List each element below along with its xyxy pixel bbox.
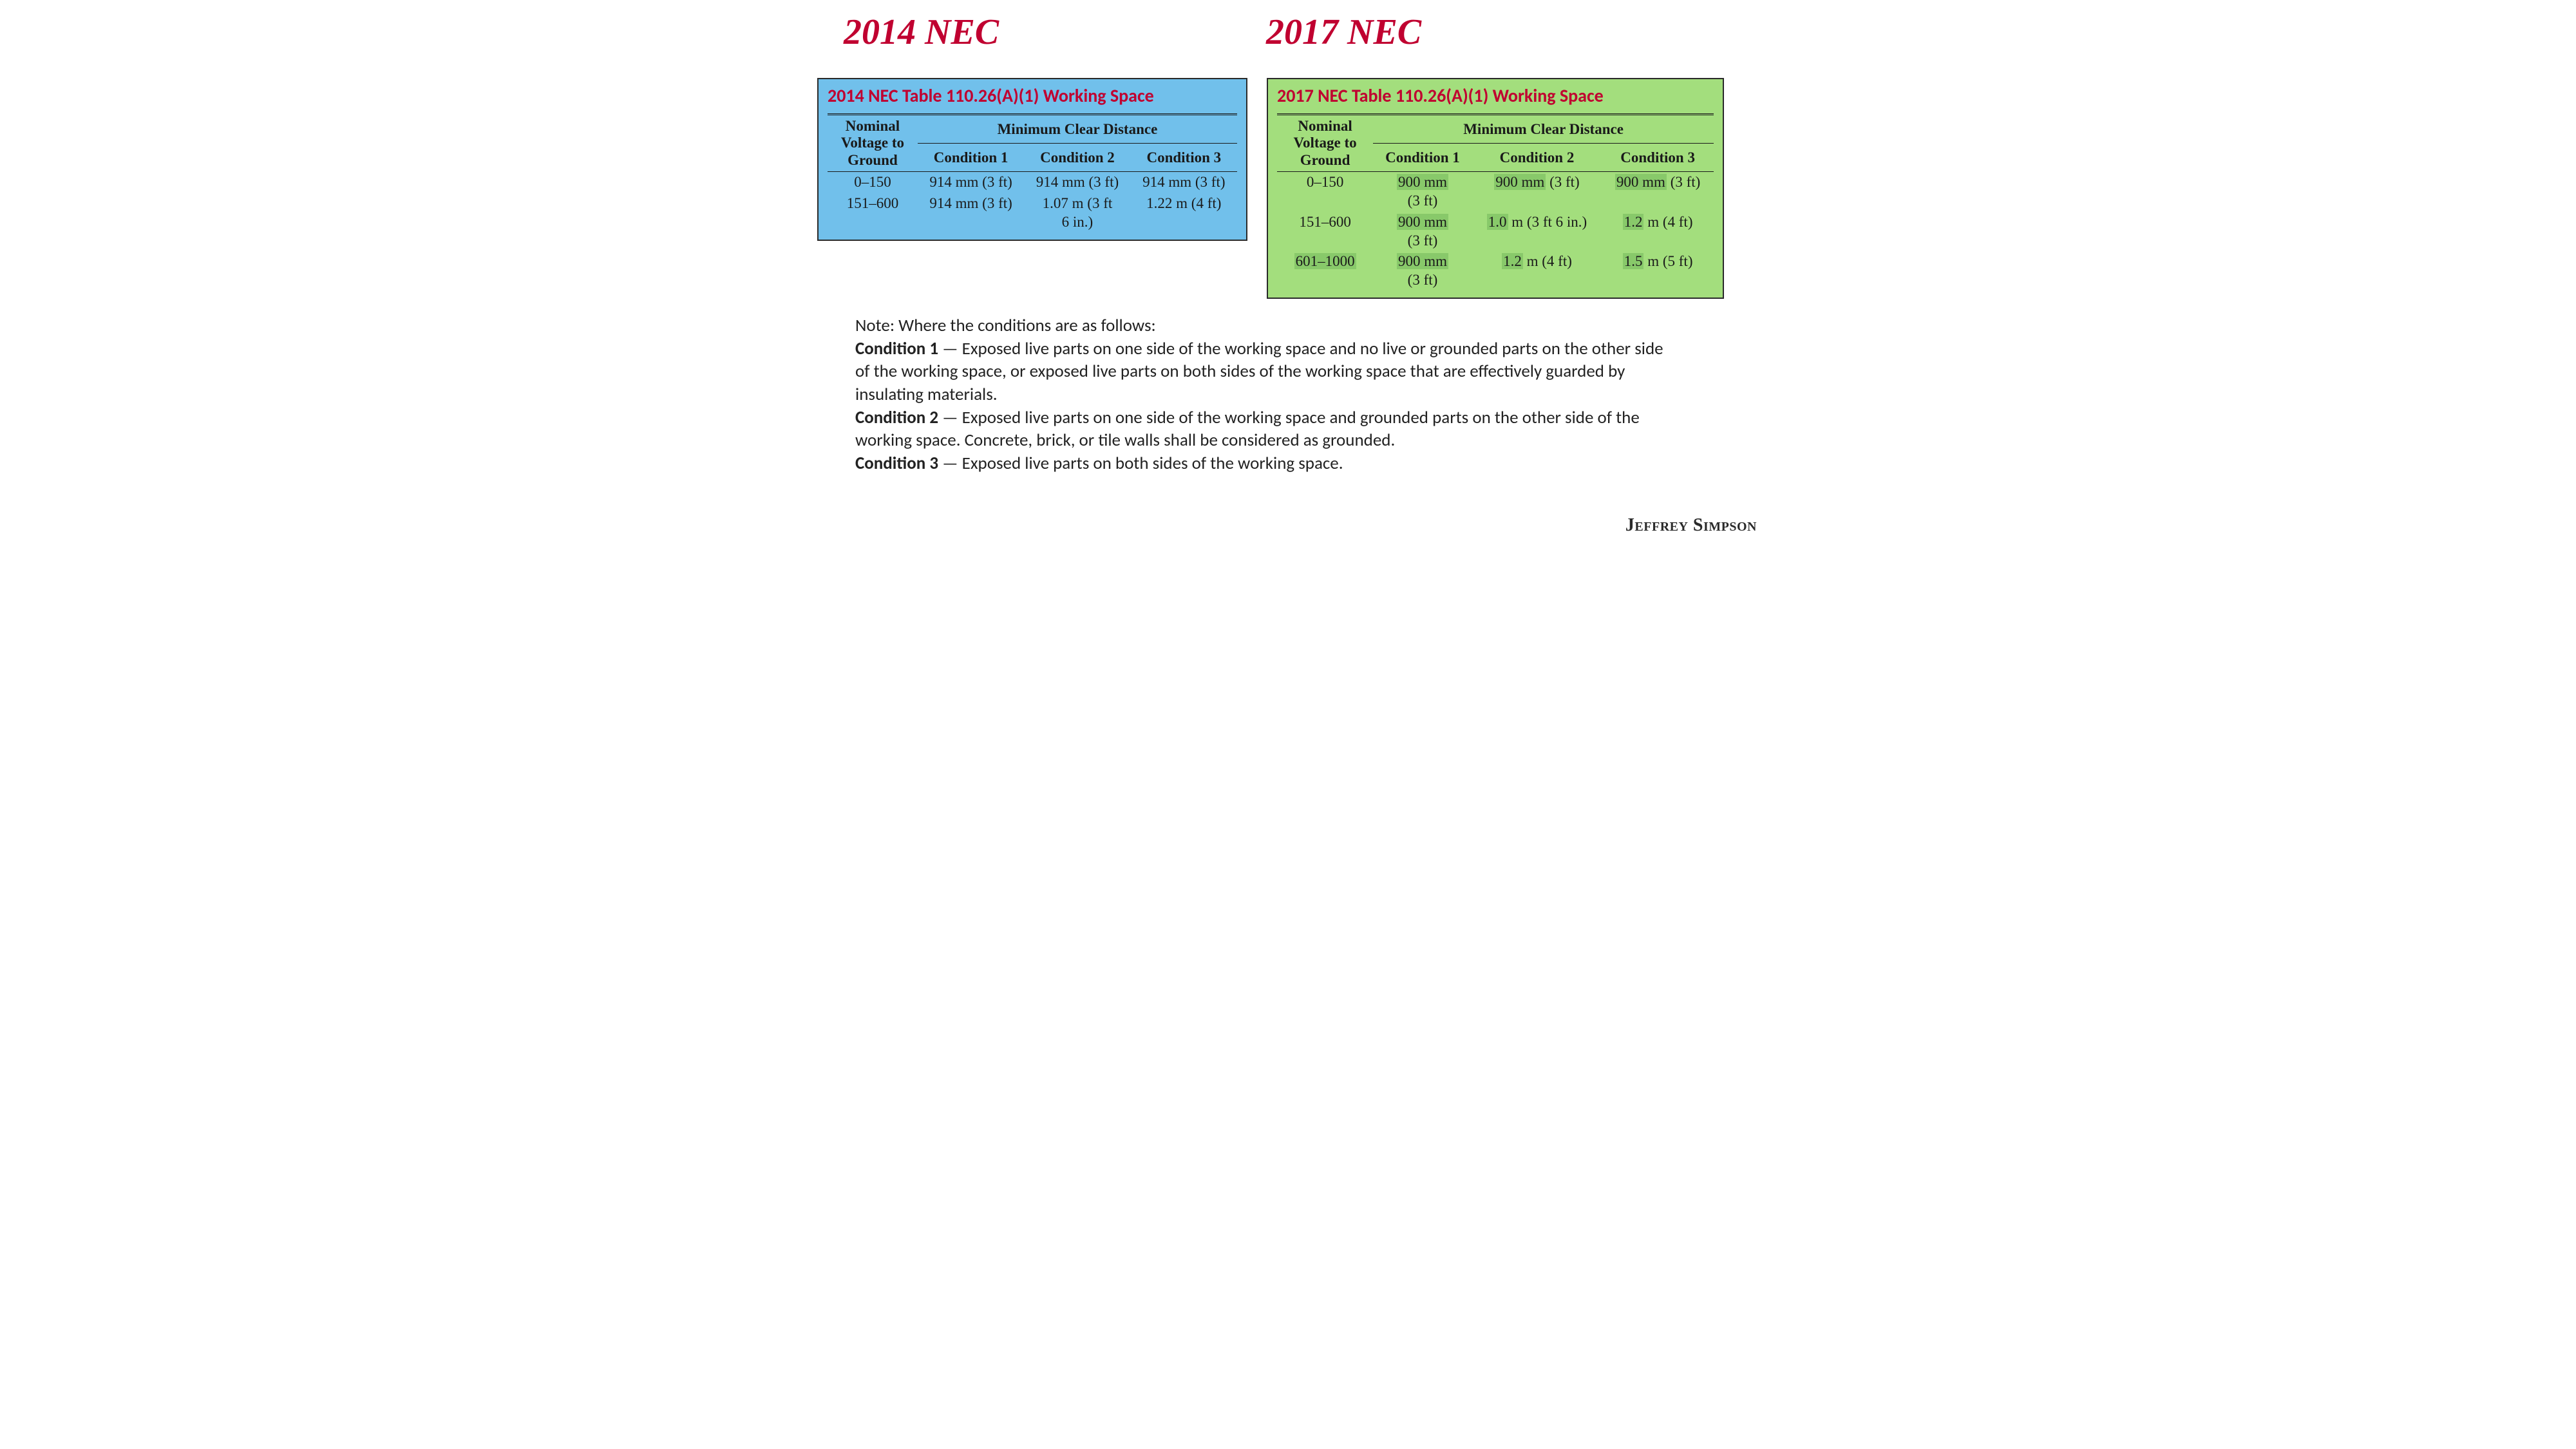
cell-c2: 1.0 m (3 ft 6 in.) (1472, 212, 1602, 252)
cell-c3: 914 mm (3 ft) (1131, 172, 1237, 193)
table-title-2014: 2014 NEC Table 110.26(A)(1) Working Spac… (828, 83, 1237, 113)
notes-block: Note: Where the conditions are as follow… (855, 314, 1673, 475)
col-c2: Condition 2 (1472, 144, 1602, 172)
cell-c2-l2: 6 in.) (1062, 214, 1094, 230)
cell-c2-hl: 900 mm (1494, 174, 1546, 190)
cell-voltage-hl: 601–1000 (1294, 253, 1356, 269)
cell-c2-post: m (4 ft) (1523, 253, 1572, 269)
cell-c3-post: m (4 ft) (1643, 214, 1692, 230)
table-card-2017: 2017 NEC Table 110.26(A)(1) Working Spac… (1267, 78, 1724, 299)
notes-intro: Note: Where the conditions are as follow… (855, 314, 1673, 337)
col-voltage-l2: Voltage to (841, 135, 904, 151)
cell-c3: 1.5 m (5 ft) (1602, 251, 1714, 291)
cell-c1: 900 mm (3 ft) (1373, 172, 1472, 212)
cell-c1-l2: (3 ft) (1408, 272, 1438, 288)
cell-c1: 914 mm (3 ft) (918, 172, 1024, 193)
col-voltage: Nominal Voltage to Ground (828, 115, 918, 172)
cell-c2-post: (3 ft) (1546, 174, 1579, 190)
cell-c1-hl: 900 mm (1397, 253, 1448, 269)
cell-c1: 900 mm (3 ft) (1373, 212, 1472, 252)
table-row: 151–600 914 mm (3 ft) 1.07 m (3 ft 6 in.… (828, 193, 1237, 233)
cell-c3-post: m (5 ft) (1643, 253, 1692, 269)
col-voltage-l1: Nominal (846, 118, 900, 134)
col-voltage-l3: Ground (1300, 152, 1350, 168)
cell-c1-hl: 900 mm (1397, 174, 1448, 190)
cell-c1-l2: (3 ft) (1408, 232, 1438, 249)
nec-table-2014: Nominal Voltage to Ground Minimum Clear … (828, 113, 1237, 233)
notes-c1: Condition 1 — Exposed live parts on one … (855, 337, 1673, 406)
slide: 2014 NEC 2017 NEC 2014 NEC Table 110.26(… (805, 0, 1771, 544)
notes-c1-text: — Exposed live parts on one side of the … (855, 338, 1663, 405)
notes-c3: Condition 3 — Exposed live parts on both… (855, 452, 1673, 475)
notes-c3-label: Condition 3 (855, 453, 938, 474)
cell-voltage: 151–600 (1277, 212, 1373, 252)
col-voltage-l1: Nominal (1298, 118, 1352, 134)
table-row: 601–1000 900 mm (3 ft) 1.2 m (4 ft) 1.5 … (1277, 251, 1714, 291)
col-voltage: Nominal Voltage to Ground (1277, 115, 1373, 172)
cell-c1-l2: (3 ft) (1408, 193, 1438, 209)
notes-c3-text: — Exposed live parts on both sides of th… (938, 453, 1343, 474)
cell-c2: 914 mm (3 ft) (1024, 172, 1130, 193)
notes-c1-label: Condition 1 (855, 338, 938, 359)
col-c2: Condition 2 (1024, 144, 1130, 172)
cell-voltage: 0–150 (828, 172, 918, 193)
cell-c3: 900 mm (3 ft) (1602, 172, 1714, 212)
cell-c1: 900 mm (3 ft) (1373, 251, 1472, 291)
cell-voltage: 151–600 (828, 193, 918, 233)
cell-c2-post: m (3 ft 6 in.) (1508, 214, 1587, 230)
cell-c2: 900 mm (3 ft) (1472, 172, 1602, 212)
table-row: 0–150 900 mm (3 ft) 900 mm (3 ft) 900 mm… (1277, 172, 1714, 212)
col-c3: Condition 3 (1602, 144, 1714, 172)
cell-c3-hl: 1.5 (1623, 253, 1644, 269)
nec-table-2017: Nominal Voltage to Ground Minimum Clear … (1277, 113, 1714, 291)
col-mcd: Minimum Clear Distance (1373, 115, 1714, 144)
col-mcd: Minimum Clear Distance (918, 115, 1237, 144)
notes-c2: Condition 2 — Exposed live parts on one … (855, 406, 1673, 452)
cell-voltage: 0–150 (1277, 172, 1373, 212)
table-row: 151–600 900 mm (3 ft) 1.0 m (3 ft 6 in.)… (1277, 212, 1714, 252)
col-c1: Condition 1 (1373, 144, 1472, 172)
col-c3: Condition 3 (1131, 144, 1237, 172)
heading-2014: 2014 NEC (844, 12, 999, 53)
cell-c3: 1.22 m (4 ft) (1131, 193, 1237, 233)
notes-c2-label: Condition 2 (855, 407, 938, 428)
cell-c3-hl: 900 mm (1615, 174, 1667, 190)
cell-c3-hl: 1.2 (1623, 214, 1644, 230)
cell-c3-post: (3 ft) (1667, 174, 1700, 190)
cell-c2: 1.07 m (3 ft 6 in.) (1024, 193, 1130, 233)
cell-c2-hl: 1.2 (1502, 253, 1523, 269)
cell-c2-hl: 1.0 (1487, 214, 1508, 230)
col-voltage-l2: Voltage to (1293, 135, 1356, 151)
heading-2017: 2017 NEC (1266, 12, 1421, 53)
cell-c1: 914 mm (3 ft) (918, 193, 1024, 233)
cell-c1-hl: 900 mm (1397, 214, 1448, 230)
author-name: Jeffrey Simpson (1625, 515, 1757, 536)
cell-c2: 1.2 m (4 ft) (1472, 251, 1602, 291)
table-card-2014: 2014 NEC Table 110.26(A)(1) Working Spac… (817, 78, 1247, 241)
table-title-2017: 2017 NEC Table 110.26(A)(1) Working Spac… (1277, 83, 1714, 113)
cell-c2-l1: 1.07 m (3 ft (1043, 195, 1113, 211)
table-row: 0–150 914 mm (3 ft) 914 mm (3 ft) 914 mm… (828, 172, 1237, 193)
cell-c3: 1.2 m (4 ft) (1602, 212, 1714, 252)
col-voltage-l3: Ground (848, 152, 898, 168)
cell-voltage: 601–1000 (1277, 251, 1373, 291)
col-c1: Condition 1 (918, 144, 1024, 172)
notes-c2-text: — Exposed live parts on one side of the … (855, 407, 1640, 451)
